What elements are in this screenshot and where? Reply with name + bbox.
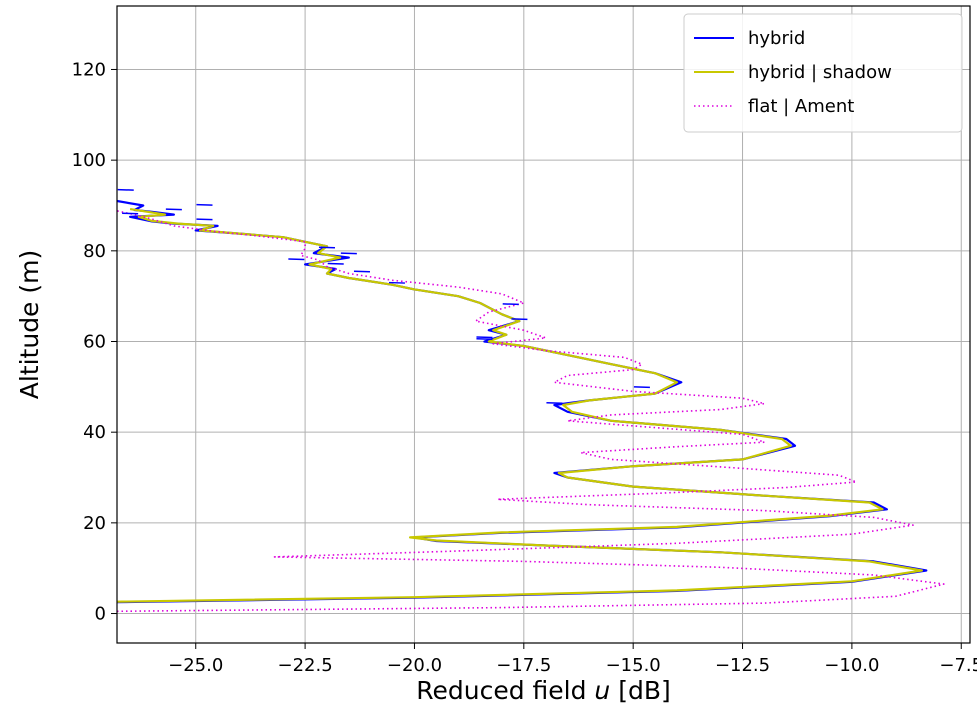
x-tick-label: −17.5 xyxy=(496,655,551,676)
hybrid-noise-segment xyxy=(165,208,182,211)
x-axis: −25.0 −22.5 −20.0 −17.5 −15.0 −12.5 −10.0 −7.5 xyxy=(168,643,977,676)
hybrid-noise-segment xyxy=(318,246,335,249)
hybrid-noise-segment xyxy=(196,218,213,221)
plot-area xyxy=(117,188,945,613)
hybrid-noise-segment xyxy=(340,252,357,255)
y-axis-label: Altitude (m) xyxy=(15,250,44,400)
x-axis-label: Reduced field u [dB] xyxy=(416,676,671,705)
axes-frame xyxy=(116,5,971,644)
series-line-flat-ament xyxy=(117,210,945,613)
hybrid-noise-segment xyxy=(122,212,139,215)
y-tick-label: 80 xyxy=(83,241,106,262)
x-tick-label: −25.0 xyxy=(168,655,223,676)
hybrid-noise-segment xyxy=(511,318,528,321)
x-tick-label: −20.0 xyxy=(387,655,442,676)
x-tick-label: −22.5 xyxy=(278,655,333,676)
x-tick-label: −7.5 xyxy=(939,655,977,676)
hybrid-noise-segment xyxy=(117,188,134,191)
hybrid-noise-segment xyxy=(388,281,405,284)
hybrid-noise-segment xyxy=(633,386,650,389)
legend-box xyxy=(683,13,963,133)
legend-label: hybrid xyxy=(748,28,805,49)
x-tick-label: −15.0 xyxy=(606,655,661,676)
y-tick-label: 20 xyxy=(83,513,106,534)
y-tick-label: 120 xyxy=(72,59,106,80)
series-line-hybrid-shadow xyxy=(117,208,923,603)
y-tick-label: 60 xyxy=(83,332,106,353)
hybrid-noise-segment xyxy=(196,203,213,206)
legend-label: hybrid | shadow xyxy=(748,62,892,83)
y-tick-label: 0 xyxy=(95,604,106,625)
y-axis: 0 20 40 60 80 100 120 xyxy=(72,59,117,625)
y-tick-label: 100 xyxy=(72,150,106,171)
hybrid-noise-segment xyxy=(546,401,563,404)
hybrid-noise-segment xyxy=(353,270,370,273)
y-tick-label: 40 xyxy=(83,422,106,443)
hybrid-noise-segment xyxy=(476,336,493,339)
hybrid-noise-segment xyxy=(502,303,519,306)
hybrid-noise-segment xyxy=(327,262,344,265)
x-tick-label: −10.0 xyxy=(824,655,879,676)
x-tick-label: −12.5 xyxy=(715,655,770,676)
legend: hybrid hybrid | shadow flat | Ament xyxy=(683,13,963,133)
hybrid-noise-segment xyxy=(476,338,493,341)
legend-label: flat | Ament xyxy=(748,96,854,117)
hybrid-noise-segment xyxy=(288,258,305,261)
